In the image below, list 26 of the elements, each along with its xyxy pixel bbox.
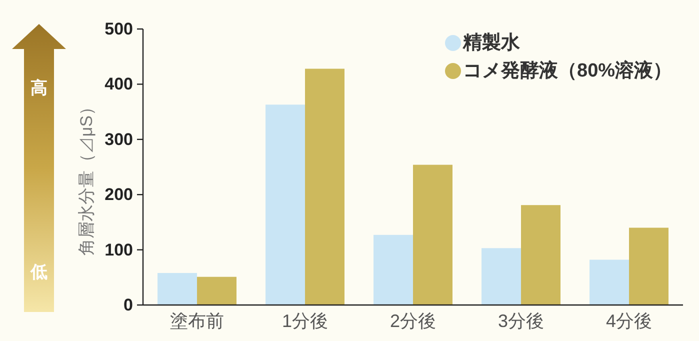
y-tick-label: 100 xyxy=(104,240,133,260)
bar xyxy=(266,104,305,305)
bar xyxy=(197,276,236,305)
bar xyxy=(521,205,560,305)
bar xyxy=(482,248,521,305)
bar xyxy=(590,260,629,305)
legend-label: 精製水 xyxy=(462,32,521,54)
legend-label: コメ発酵液（80%溶液） xyxy=(463,60,672,82)
bar xyxy=(629,228,668,305)
y-axis-title: 角層水分量（⊿μS） xyxy=(77,98,96,256)
x-tick-label: 2分後 xyxy=(390,311,436,331)
x-tick-label: 4分後 xyxy=(606,311,652,331)
x-tick-label: 1分後 xyxy=(282,311,328,331)
y-tick-label: 400 xyxy=(104,74,133,94)
bar xyxy=(413,164,452,305)
y-tick-label: 200 xyxy=(104,185,133,204)
bar xyxy=(158,272,197,305)
x-tick-label: 3分後 xyxy=(498,311,544,331)
y-tick-label: 0 xyxy=(124,296,133,314)
y-tick-label: 300 xyxy=(104,130,133,149)
bar xyxy=(374,234,413,305)
y-tick-label: 500 xyxy=(104,20,133,38)
x-tick-label: 塗布前 xyxy=(170,311,224,331)
text: 高 xyxy=(30,78,48,98)
text: 低 xyxy=(30,262,48,282)
bar xyxy=(305,68,344,305)
